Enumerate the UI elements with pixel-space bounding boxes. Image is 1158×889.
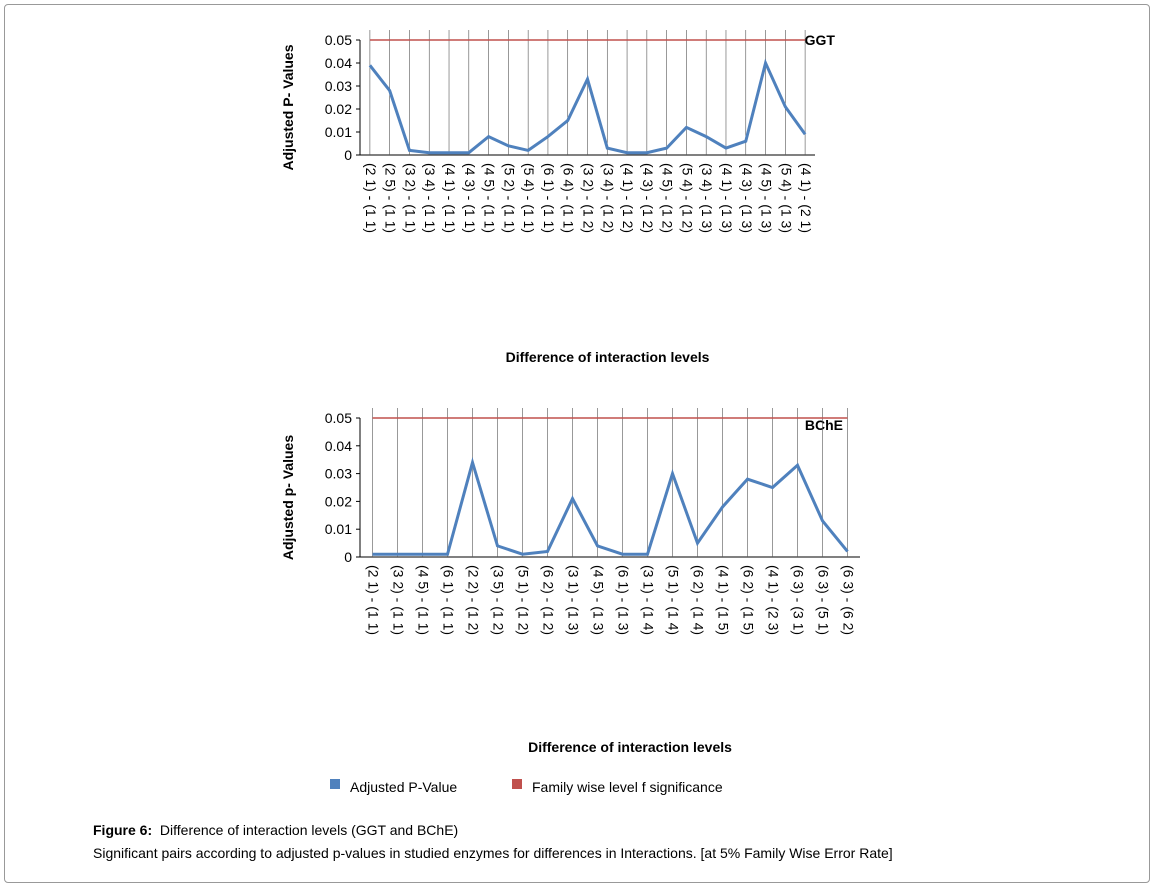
x-tick-label: (6 1) - (1 1) — [441, 565, 457, 635]
x-tick-label: (4 3) - (1 1) — [462, 163, 478, 233]
caption-label: Figure 6: — [93, 822, 153, 838]
x-tick-label: (5 4) - (1 2) — [679, 163, 695, 233]
x-tick-label: (6 1) - (1 1) — [541, 163, 557, 233]
caption-title-line: Figure 6: Difference of interaction leve… — [93, 822, 458, 838]
y-tick-label: 0 — [344, 549, 352, 565]
x-tick-label: (5 4) - (1 3) — [778, 163, 794, 233]
figure: GGT Adjusted P- Values Difference of inter… — [280, 30, 860, 795]
x-tick-label: (4 5) - (1 1) — [416, 565, 432, 635]
x-tick-label: (3 1) - (1 3) — [566, 565, 582, 635]
chart-title: GGT — [805, 32, 836, 48]
x-tick-label: (6 3) - (6 2) — [841, 565, 857, 635]
y-tick-label: 0.01 — [325, 124, 352, 140]
x-tick-label: (3 5) - (1 2) — [491, 565, 507, 635]
x-tick-label: (3 4) - (1 1) — [422, 163, 438, 233]
series-line — [368, 58, 807, 155]
y-tick-label: 0.05 — [325, 410, 352, 426]
legend-label: Family wise level f significance — [532, 779, 723, 795]
x-tick-label: (5 1) - (1 2) — [516, 565, 532, 635]
x-tick-label: (4 5) - (1 3) — [759, 163, 775, 233]
x-tick-label: (2 1) - (1 1) — [366, 565, 382, 635]
x-tick-label: (4 1) - (1 2) — [620, 163, 636, 233]
x-tick-label: (3 1) - (1 4) — [641, 565, 657, 635]
x-tick-label: (3 2) - (1 1) — [402, 163, 418, 233]
x-tick-label: (4 1) - (2 3) — [766, 565, 782, 635]
x-tick-label: (2 2) - (1 2) — [466, 565, 482, 635]
caption-title: Difference of interaction levels (GGT an… — [159, 822, 459, 838]
series-line — [372, 457, 849, 556]
x-tick-label: (4 1) - (1 5) — [716, 565, 732, 635]
x-tick-label: (5 2) - (1 1) — [501, 163, 517, 233]
x-tick-label: (4 3) - (1 2) — [640, 163, 656, 233]
y-tick-label: 0.01 — [325, 521, 352, 537]
x-axis-title: Difference of interaction levels — [528, 739, 732, 755]
x-tick-label: (6 2) - (1 5) — [741, 565, 757, 635]
caption-text: Significant pairs according to adjusted … — [93, 845, 893, 861]
y-tick-label: 0.05 — [325, 32, 352, 48]
x-tick-label: (4 1) - (1 3) — [719, 163, 735, 233]
x-tick-label: (4 1) - (2 1) — [798, 163, 814, 233]
x-tick-label: (5 4) - (1 1) — [521, 163, 537, 233]
x-tick-label: (3 4) - (1 2) — [600, 163, 616, 233]
x-tick-label: (4 1) - (1 1) — [442, 163, 458, 233]
y-axis-title: Adjusted P- Values — [280, 44, 296, 170]
x-tick-label: (6 4) - (1 1) — [561, 163, 577, 233]
y-tick-label: 0.02 — [325, 101, 352, 117]
x-tick-label: (4 3) - (1 3) — [739, 163, 755, 233]
x-tick-label: (2 5) - (1 1) — [383, 163, 399, 233]
legend-swatch — [512, 779, 522, 789]
legend-swatch — [330, 779, 340, 789]
y-tick-label: 0.04 — [325, 438, 352, 454]
x-tick-label: (3 2) - (1 1) — [391, 565, 407, 635]
y-axis-title: Adjusted p- Values — [280, 435, 296, 560]
x-tick-label: (6 2) - (1 4) — [691, 565, 707, 635]
x-tick-label: (6 3) - (5 1) — [816, 565, 832, 635]
x-tick-label: (5 1) - (1 4) — [666, 565, 682, 635]
x-tick-label: (4 5) - (1 2) — [660, 163, 676, 233]
legend-label: Adjusted P-Value — [350, 779, 457, 795]
x-tick-label: (2 1) - (1 1) — [363, 163, 379, 233]
x-tick-label: (3 4) - (1 3) — [699, 163, 715, 233]
x-tick-label: (4 5) - (1 1) — [482, 163, 498, 233]
x-tick-label: (3 2) - (1 2) — [581, 163, 597, 233]
y-tick-label: 0.02 — [325, 493, 352, 509]
chart-title: BChE — [805, 417, 843, 433]
y-tick-label: 0 — [344, 147, 352, 163]
x-tick-label: (6 3) - (3 1) — [791, 565, 807, 635]
y-tick-label: 0.04 — [325, 55, 352, 71]
x-axis-title: Difference of interaction levels — [506, 349, 710, 365]
figure-frame — [4, 4, 1150, 883]
x-tick-label: (4 5) - (1 3) — [591, 565, 607, 635]
x-tick-label: (6 2) - (1 2) — [541, 565, 557, 635]
y-tick-label: 0.03 — [325, 466, 352, 482]
y-tick-label: 0.03 — [325, 78, 352, 94]
x-tick-label: (6 1) - (1 3) — [616, 565, 632, 635]
